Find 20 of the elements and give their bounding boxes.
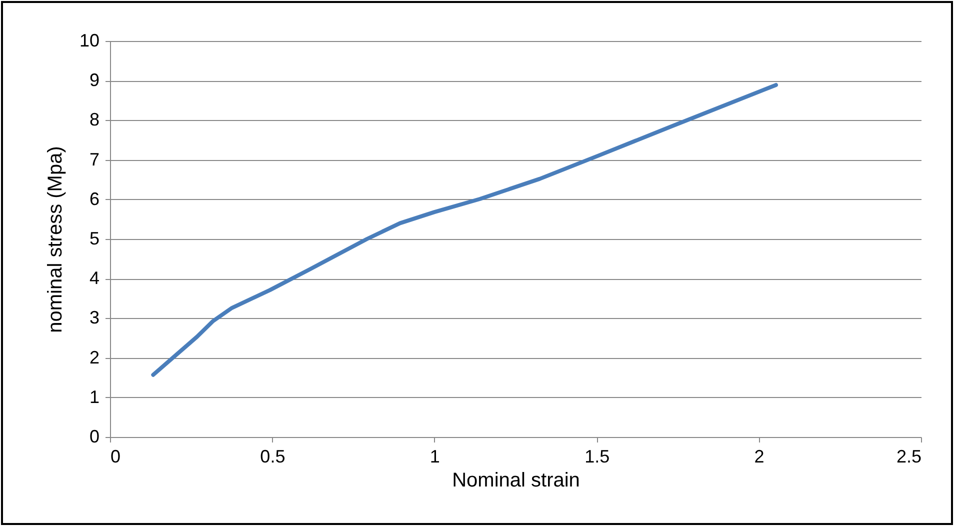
y-tick-label: 3 (89, 308, 100, 328)
y-tick-label: 4 (89, 268, 100, 288)
y-tick-label: 10 (79, 30, 100, 50)
x-tick-label: 0.5 (260, 446, 286, 466)
y-tick-label: 9 (89, 70, 100, 90)
x-axis-title: Nominal strain (452, 470, 580, 492)
x-tick-label: 2 (754, 446, 764, 466)
y-tick-label: 8 (89, 110, 100, 130)
x-tick-label: 1.5 (584, 446, 610, 466)
y-tick-label: 0 (89, 426, 100, 446)
y-axis-title: nominal stress (Mpa) (44, 146, 66, 333)
x-tick-label: 2.5 (896, 446, 922, 466)
y-tick-label: 1 (89, 386, 100, 407)
y-tick-label: 2 (89, 347, 100, 368)
x-tick-label: 0 (110, 446, 121, 466)
line-series (151, 82, 778, 377)
x-tick-label: 1 (430, 446, 440, 466)
y-tick-label: 5 (89, 228, 100, 248)
y-tick-label: 6 (89, 188, 100, 209)
y-tick-label: 7 (89, 149, 100, 170)
